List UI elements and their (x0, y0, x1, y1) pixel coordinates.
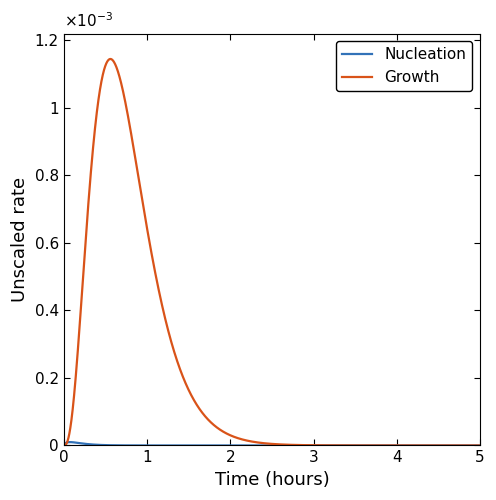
Nucleation (67, 439, 73, 445)
X-axis label: Time (hours): Time (hours) (215, 471, 329, 489)
Growth (133, 160, 139, 166)
Nucleation (61, 442, 67, 448)
Growth (469, 442, 475, 448)
Growth (221, 429, 227, 435)
Line: Growth: Growth (64, 59, 480, 446)
Nucleation (109, 442, 115, 448)
Growth (477, 442, 483, 448)
Growth (108, 56, 114, 62)
Y-axis label: Unscaled rate: Unscaled rate (11, 177, 29, 302)
Growth (109, 56, 115, 62)
Text: $\times10^{-3}$: $\times10^{-3}$ (64, 11, 113, 30)
Nucleation (133, 442, 139, 448)
Legend: Nucleation, Growth: Nucleation, Growth (336, 42, 472, 91)
Growth (61, 442, 67, 448)
Nucleation (477, 442, 483, 448)
Nucleation (469, 442, 475, 448)
Nucleation (221, 442, 227, 448)
Line: Nucleation: Nucleation (64, 442, 480, 446)
Growth (239, 436, 245, 442)
Growth (424, 442, 430, 448)
Nucleation (424, 442, 430, 448)
Nucleation (239, 442, 245, 448)
